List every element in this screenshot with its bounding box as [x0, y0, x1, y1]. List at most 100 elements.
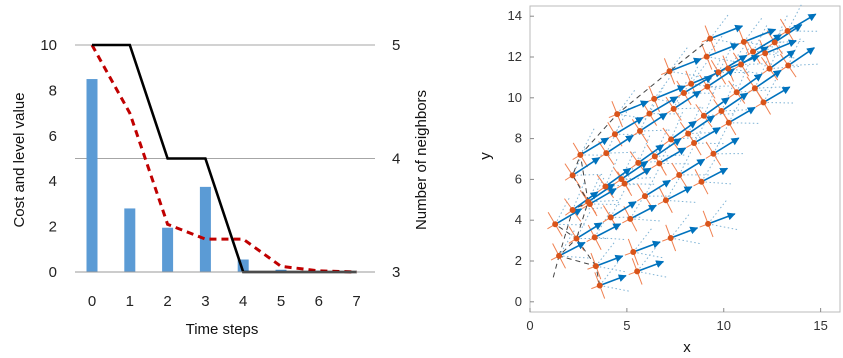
y-tick-label: 10: [508, 90, 522, 105]
arrow: [605, 134, 634, 154]
arrow: [594, 223, 622, 239]
guide-line: [769, 40, 782, 69]
right-x-axis-label: x: [683, 339, 691, 356]
point: [585, 198, 592, 205]
point: [718, 107, 725, 114]
guide-line: [754, 86, 785, 89]
guide-line: [659, 162, 690, 165]
guide-line: [669, 70, 700, 77]
arrow: [587, 183, 615, 203]
arrow: [764, 39, 797, 55]
arrow: [721, 92, 749, 112]
arrow: [658, 147, 687, 165]
arrow: [713, 137, 740, 155]
arrow: [787, 13, 817, 32]
point: [715, 69, 722, 76]
left-y-axis-label: Cost and level value: [11, 92, 28, 227]
x-tick-label: 0: [526, 318, 533, 333]
guide-line: [558, 229, 575, 257]
guide-line: [559, 255, 590, 259]
arrow: [670, 120, 697, 140]
arrow: [706, 68, 735, 88]
right-axis-ticks: 0 5 10 15 0 2 4 6 8 10 12 14: [508, 8, 828, 333]
right-vector-field: [547, 4, 819, 299]
guide-line: [687, 106, 701, 134]
guide-line: [594, 236, 625, 240]
guide-line: [639, 103, 654, 132]
guide-line: [763, 75, 779, 103]
guide-line: [754, 60, 768, 89]
point: [627, 215, 634, 222]
guide-line: [665, 199, 696, 203]
point: [785, 62, 792, 69]
left-y-tick-labels: 0 2 4 6 8 10: [40, 37, 57, 281]
arrow: [614, 116, 644, 135]
point: [634, 268, 641, 275]
point: [651, 153, 658, 160]
guide-line: [694, 142, 725, 145]
guide-line: [579, 128, 595, 156]
x-tick-label: 15: [813, 318, 827, 333]
points: [552, 27, 792, 289]
guide-line: [707, 223, 738, 231]
arrow: [787, 47, 815, 67]
arrow: [743, 28, 777, 43]
guide-line: [736, 89, 767, 93]
guide-line: [633, 251, 663, 259]
y-tick-label: 6: [515, 171, 522, 186]
left-bars: [86, 79, 325, 272]
x-tick-label: 2: [163, 293, 171, 310]
guide-line: [637, 135, 651, 164]
guide-line: [706, 56, 737, 63]
arrow: [769, 49, 796, 70]
orange-crosses: [547, 18, 797, 299]
guide-line: [670, 237, 701, 245]
guide-line: [572, 173, 603, 176]
guide-line: [669, 47, 688, 72]
guide-line: [691, 83, 721, 90]
left-y2-tick-labels: 3 4 5: [392, 37, 400, 281]
point: [552, 221, 559, 228]
arrow: [701, 167, 729, 183]
left-chart: 0 1 2 3 4 5 6 7 0 2 4 6 8 10 3 4 5 Time steps Cost and…: [11, 37, 430, 338]
guide-line: [721, 83, 735, 112]
point: [751, 85, 758, 92]
arrow: [665, 186, 693, 202]
point: [738, 61, 745, 68]
y2-tick-label: 5: [392, 37, 400, 54]
guide-line: [707, 199, 727, 225]
arrow: [649, 96, 679, 115]
arrow: [752, 34, 782, 53]
right-y-axis-label: y: [477, 152, 494, 160]
dashed-curve: [558, 38, 711, 257]
x-tick-label: 4: [239, 293, 247, 310]
point: [725, 65, 732, 72]
arrow: [639, 112, 668, 132]
guide-line: [665, 174, 682, 201]
point: [618, 176, 625, 183]
guide-line: [670, 111, 684, 140]
arrow: [718, 54, 748, 73]
point: [670, 105, 677, 112]
arrow: [616, 100, 649, 115]
arrow: [687, 115, 715, 135]
point: [667, 234, 674, 241]
guide-line: [576, 211, 591, 239]
guide-line: [774, 40, 805, 43]
arrow: [709, 24, 744, 40]
guide-line: [654, 154, 685, 157]
dashed-curve: [552, 255, 560, 278]
guide-line: [678, 147, 694, 176]
guide-line: [604, 158, 618, 187]
point: [685, 130, 692, 137]
guide-line: [670, 213, 690, 239]
arrow: [558, 241, 586, 257]
x-tick-label: 1: [126, 293, 134, 310]
left-x-axis-label: Time steps: [186, 321, 259, 338]
point: [573, 235, 580, 242]
arrows: [554, 13, 817, 287]
guide-line: [624, 183, 655, 185]
bar: [124, 208, 136, 272]
point: [569, 207, 576, 213]
